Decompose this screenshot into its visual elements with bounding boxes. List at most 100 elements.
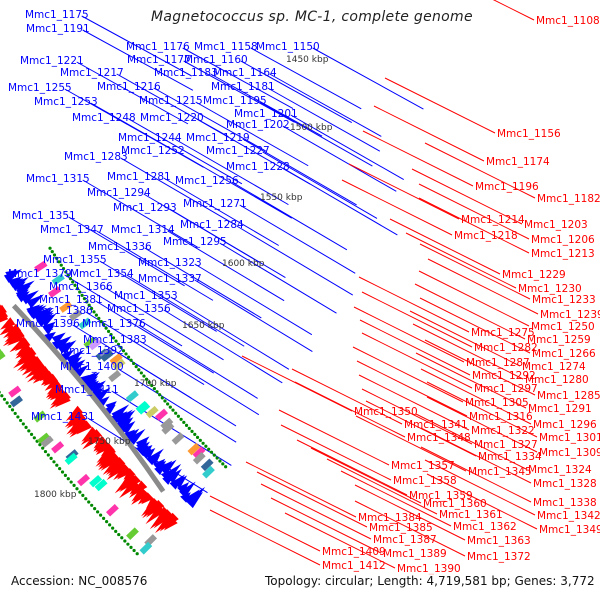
reverse-gene-label: Mmc1_1229: [502, 269, 566, 281]
feature-block: [88, 338, 102, 351]
forward-gene-label: Mmc1_1400: [60, 361, 124, 373]
feature-block: [33, 410, 47, 423]
forward-gene-arrow: [141, 444, 153, 456]
forward-gene-label: Mmc1_1315: [26, 173, 90, 185]
reverse-leader-line: [352, 346, 464, 403]
reverse-leader-line: [492, 0, 535, 21]
gc-marker: [19, 418, 23, 423]
forward-leader-line: [138, 324, 258, 399]
forward-gene-label: Mmc1_1220: [140, 112, 204, 124]
gc-marker: [121, 349, 126, 353]
gc-marker: [75, 287, 79, 291]
gc-marker: [152, 386, 156, 391]
feature-block: [34, 260, 48, 273]
reverse-leader-line: [278, 409, 390, 466]
gc-marker: [155, 390, 159, 394]
reverse-gene-arrow: [82, 432, 102, 450]
reverse-gene-arrow: [0, 317, 16, 330]
gc-marker: [73, 283, 77, 287]
forward-gene-arrow: [3, 268, 23, 283]
reverse-gene-label: Mmc1_1363: [467, 535, 531, 547]
gc-marker: [48, 246, 52, 250]
gc-marker: [139, 371, 143, 375]
forward-gene-arrow: [94, 387, 111, 402]
reverse-gene-label: Mmc1_1213: [531, 248, 595, 260]
feature-block: [9, 395, 24, 408]
reverse-gene-arrow: [65, 405, 84, 421]
forward-gene-label: Mmc1_1271: [183, 198, 247, 210]
feature-block: [200, 458, 214, 472]
forward-leader-line: [163, 177, 279, 246]
reverse-leader-line: [260, 483, 372, 540]
reverse-gene-label: Mmc1_1372: [467, 551, 531, 563]
gc-marker: [58, 466, 62, 471]
gc-marker: [13, 411, 17, 416]
forward-leader-line: [312, 47, 424, 110]
gc-marker: [96, 510, 100, 514]
gc-marker: [78, 490, 82, 494]
forward-gene-arrow: [44, 331, 56, 343]
forward-gene-label: Mmc1_1323: [138, 257, 202, 269]
feature-tracks: [0, 246, 228, 556]
forward-gene-label: Mmc1_1281: [107, 171, 171, 183]
feature-block: [0, 351, 6, 363]
gc-marker: [150, 383, 154, 388]
forward-gene-label: Mmc1_1283: [64, 151, 128, 163]
gc-marker: [52, 253, 57, 257]
reverse-gene-label: Mmc1_1409: [322, 546, 386, 558]
forward-leader-line: [210, 73, 323, 137]
gc-marker: [129, 545, 133, 549]
reverse-gene-label: Mmc1_1358: [393, 475, 457, 487]
forward-leader-line: [267, 87, 381, 152]
feature-block: [78, 317, 92, 330]
forward-gene-label: Mmc1_1351: [12, 210, 76, 222]
feature-block: [59, 300, 73, 313]
forward-leader-line: [195, 101, 309, 167]
forward-leader-line: [99, 260, 217, 332]
gc-marker: [193, 432, 197, 436]
reverse-gene-arrow: [95, 441, 111, 455]
gc-marker: [10, 408, 15, 412]
gc-marker: [160, 396, 164, 400]
forward-leader-line: [153, 87, 266, 152]
gc-marker: [120, 536, 124, 540]
reverse-leader-line: [348, 163, 460, 220]
feature-block: [89, 474, 103, 488]
gc-marker: [163, 399, 167, 403]
forward-gene-arrow: [173, 475, 188, 489]
reverse-gene-label: Mmc1_1282: [474, 342, 538, 354]
forward-gene-arrow: [91, 388, 104, 399]
forward-gene-label: Mmc1_1356: [107, 303, 171, 315]
feature-block: [192, 446, 206, 459]
reverse-gene-label: Mmc1_1230: [518, 283, 582, 295]
feature-block: [108, 369, 122, 383]
reverse-leader-line: [424, 459, 536, 516]
forward-leader-line: [290, 114, 404, 180]
scale-tick-label: 1500 kbp: [290, 123, 333, 133]
feature-block: [64, 452, 78, 466]
gc-marker: [71, 280, 75, 284]
feature-block: [77, 473, 91, 487]
forward-leader-line: [169, 208, 286, 279]
gc-marker: [209, 450, 214, 454]
gc-marker: [221, 462, 225, 466]
gc-marker: [2, 397, 7, 401]
forward-leader-line: [282, 125, 397, 192]
reverse-leader-line: [419, 297, 531, 354]
reverse-gene-label: Mmc1_1345: [468, 466, 532, 478]
forward-gene-label: Mmc1_1366: [49, 281, 113, 293]
gc-marker: [171, 408, 175, 412]
forward-gene-label: Mmc1_1253: [34, 96, 98, 108]
gc-marker: [81, 493, 85, 497]
reverse-leader-line: [341, 179, 453, 236]
gc-marker: [132, 361, 136, 366]
gc-marker: [55, 463, 59, 467]
reverse-leader-line: [296, 439, 408, 496]
gc-marker: [105, 520, 109, 524]
scale-tick-label: 1700 kbp: [134, 379, 177, 389]
reverse-gene-label: Mmc1_1316: [469, 411, 533, 423]
gc-marker: [184, 423, 189, 427]
gc-marker: [0, 390, 1, 394]
reverse-gene-arrow: [14, 338, 31, 352]
forward-gene-label: Mmc1_1354: [70, 268, 134, 280]
